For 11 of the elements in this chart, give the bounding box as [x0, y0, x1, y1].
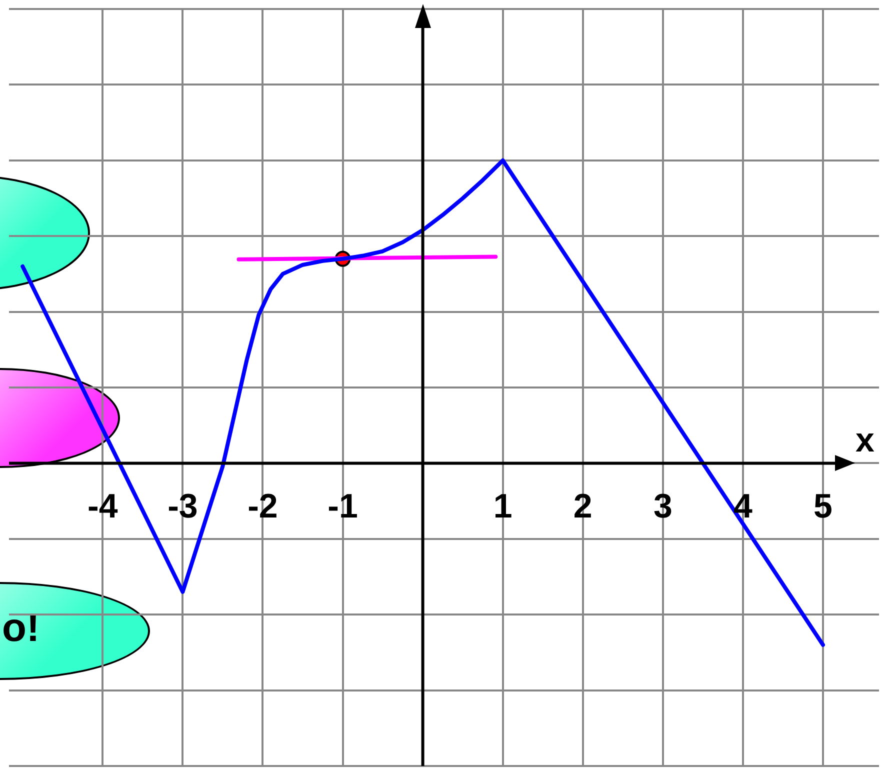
x-tick-label: 2 — [573, 488, 592, 526]
x-tick-label: -4 — [88, 488, 118, 526]
x-tick-label: 3 — [653, 488, 672, 526]
x-axis-title: x — [856, 422, 875, 460]
x-tick-label: -1 — [328, 488, 358, 526]
x-tick-label: -2 — [248, 488, 278, 526]
annotation: o! — [2, 606, 40, 651]
x-tick-label: 4 — [733, 488, 752, 526]
x-tick-label: 5 — [814, 488, 832, 526]
x-tick-label: 1 — [493, 488, 512, 526]
x-tick-label: -3 — [168, 488, 198, 526]
